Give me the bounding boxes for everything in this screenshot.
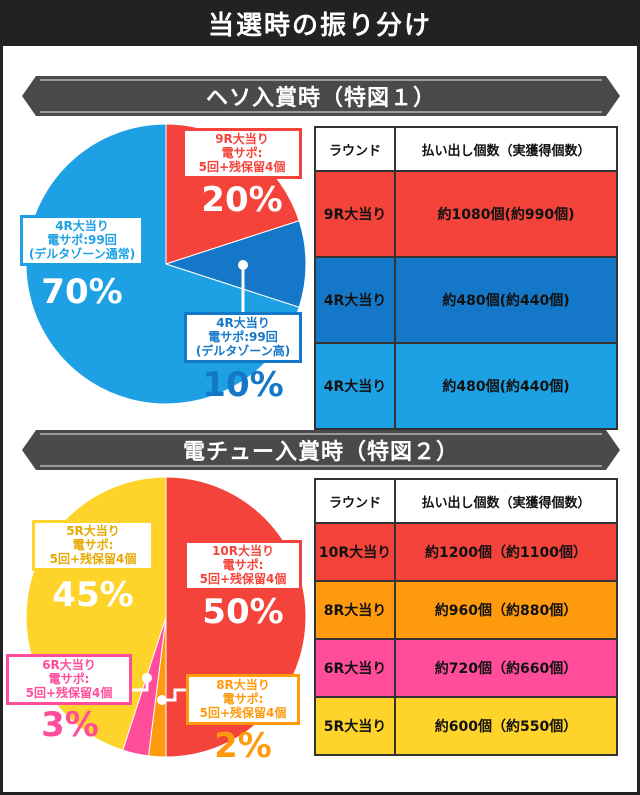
pie2-pct-2: 2% xyxy=(214,726,272,766)
callout-line: (デルタゾーン高) xyxy=(195,343,291,358)
callout-line: 10R大当り xyxy=(212,544,274,558)
pie2-callout-10r: 10R大当り 電サポ: 5回+残保留4個 xyxy=(184,540,302,592)
header-round: ラウンド xyxy=(314,126,396,172)
callout-line: 電サポ: xyxy=(72,537,114,552)
pie2-pct-45: 45% xyxy=(52,575,134,615)
callout-line: 6R大当り xyxy=(42,658,96,672)
cell-round: 6R大当り xyxy=(314,638,396,698)
cell-round: 10R大当り xyxy=(314,522,396,582)
section1-table: ラウンド 払い出し個数（実獲得個数） 9R大当り 約1080個(約990個) 4R大当り… xyxy=(314,126,618,430)
pie1-pct-70: 70% xyxy=(41,272,123,312)
banner-bg xyxy=(22,76,620,116)
pie2-leader-8r-dot xyxy=(157,695,167,705)
cell-payout: 約720個（約660個） xyxy=(394,638,618,698)
pie2-leader-6r-dot xyxy=(142,673,152,683)
pie2-callout-8r: 8R大当り 電サポ: 5回+残保留4個 xyxy=(186,674,300,726)
header-round: ラウンド xyxy=(314,478,396,524)
callout-line: 5回+残保留4個 xyxy=(199,571,287,586)
callout-line: 4R大当り xyxy=(55,219,109,233)
cell-payout: 約1080個(約990個) xyxy=(394,170,618,258)
table-row: 6R大当り 約720個（約660個） xyxy=(314,638,618,698)
table-header-row: ラウンド 払い出し個数（実獲得個数） xyxy=(314,126,618,172)
pie2-pct-50: 50% xyxy=(202,592,284,632)
callout-line: (デルタゾーン通常) xyxy=(28,246,136,261)
pie1-leader-10-dot xyxy=(238,260,248,270)
pie1-callout-4r-high: 4R大当り 電サポ:99回 (デルタゾーン高) xyxy=(184,312,302,364)
table-row: 9R大当り 約1080個(約990個) xyxy=(314,170,618,258)
callout-line: 5回+残保留4個 xyxy=(198,159,286,174)
cell-round: 4R大当り xyxy=(314,342,396,430)
table-row: 8R大当り 約960個（約880個） xyxy=(314,580,618,640)
page-title: 当選時の振り分け xyxy=(0,0,640,46)
section2-banner: 電チュー入賞時（特図２） xyxy=(22,430,620,470)
cell-payout: 約960個（約880個） xyxy=(394,580,618,640)
section1-banner: ヘソ入賞時（特図１） xyxy=(22,76,620,116)
cell-payout: 約480個(約440個) xyxy=(394,256,618,344)
pie2-callout-5r: 5R大当り 電サポ: 5回+残保留4個 xyxy=(32,520,154,572)
pie2-callout-6r: 6R大当り 電サポ: 5回+残保留4個 xyxy=(6,654,132,706)
callout-line: 電サポ: xyxy=(222,691,264,706)
section1-banner-text: ヘソ入賞時（特図１） xyxy=(205,86,436,111)
table-row: 4R大当り 約480個(約440個) xyxy=(314,342,618,430)
callout-line: 電サポ: xyxy=(221,145,263,160)
table-row: 10R大当り 約1200個（約1100個） xyxy=(314,522,618,582)
banner-line xyxy=(40,433,602,467)
callout-line: 電サポ: xyxy=(222,557,264,572)
cell-payout: 約1200個（約1100個） xyxy=(394,522,618,582)
header-payout: 払い出し個数（実獲得個数） xyxy=(394,478,618,524)
callout-line: 電サポ: xyxy=(48,671,90,686)
callout-line: 電サポ:99回 xyxy=(208,329,278,344)
cell-payout: 約480個(約440個) xyxy=(394,342,618,430)
callout-line: 4R大当り xyxy=(216,316,270,330)
callout-line: 電サポ:99回 xyxy=(47,232,117,247)
header-payout: 払い出し個数（実獲得個数） xyxy=(394,126,618,172)
banner-line xyxy=(40,79,602,113)
table-header-row: ラウンド 払い出し個数（実獲得個数） xyxy=(314,478,618,524)
callout-line: 5R大当り xyxy=(66,524,120,538)
callout-line: 5回+残保留4個 xyxy=(199,705,287,720)
pie1-callout-4r-normal: 4R大当り 電サポ:99回 (デルタゾーン通常) xyxy=(20,215,144,267)
table-row: 5R大当り 約600個（約550個） xyxy=(314,696,618,756)
pie1-slice-1 xyxy=(164,220,307,308)
cell-payout: 約600個（約550個） xyxy=(394,696,618,756)
pie1-callout-9r: 9R大当り 電サポ: 5回+残保留4個 xyxy=(182,128,302,180)
banner-bg xyxy=(22,430,620,470)
cell-round: 4R大当り xyxy=(314,256,396,344)
cell-round: 8R大当り xyxy=(314,580,396,640)
callout-line: 8R大当り xyxy=(216,678,270,692)
content-frame xyxy=(0,46,640,795)
pie2-pct-3: 3% xyxy=(41,705,99,745)
section2-banner-text: 電チュー入賞時（特図２） xyxy=(182,440,459,465)
section2-table: ラウンド 払い出し個数（実獲得個数） 10R大当り 約1200個（約1100個） 8R大… xyxy=(314,478,618,756)
pie1-pct-20: 20% xyxy=(201,180,283,220)
table-row: 4R大当り 約480個(約440個) xyxy=(314,256,618,344)
pie2-leader-8r xyxy=(162,688,186,702)
callout-line: 5回+残保留4個 xyxy=(49,551,137,566)
cell-round: 9R大当り xyxy=(314,170,396,258)
pie1-pct-10: 10% xyxy=(202,365,284,405)
callout-line: 5回+残保留4個 xyxy=(25,685,113,700)
callout-line: 9R大当り xyxy=(215,132,269,146)
cell-round: 5R大当り xyxy=(314,696,396,756)
